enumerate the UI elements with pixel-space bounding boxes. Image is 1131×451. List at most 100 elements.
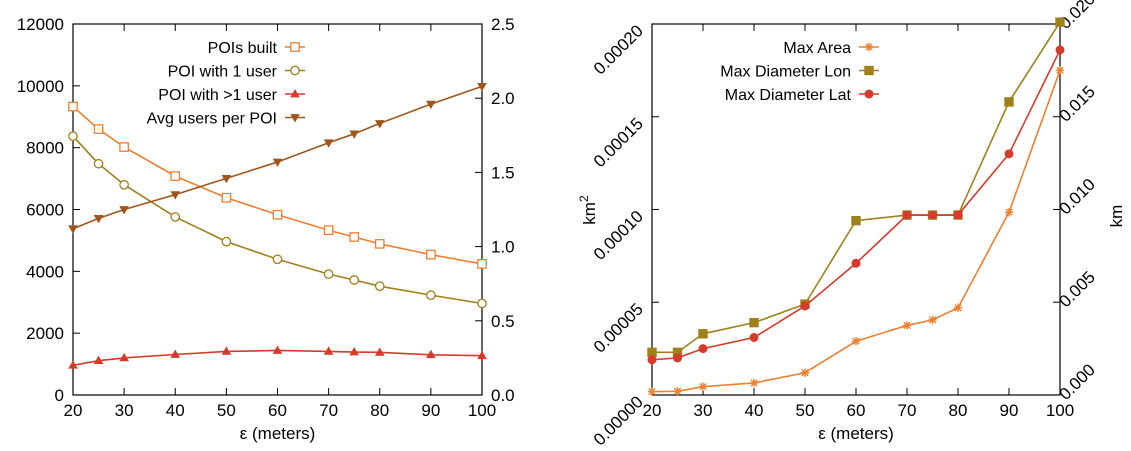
series-line (72, 85, 483, 230)
data-point (374, 120, 385, 129)
legend-marker (290, 42, 300, 52)
data-point (170, 212, 181, 222)
data-point (272, 254, 283, 265)
data-point (272, 345, 283, 354)
x-tick-label: 30 (694, 401, 713, 420)
legend-label: Max Area (783, 40, 851, 57)
x-tick-label: 40 (745, 401, 764, 420)
data-point (272, 209, 283, 220)
data-point (349, 275, 360, 285)
x-tick-label: 60 (268, 401, 287, 420)
x-tick-label: 20 (643, 401, 662, 420)
data-point (170, 349, 181, 358)
data-point (68, 360, 78, 369)
data-point (426, 249, 436, 260)
series-avg-users-per-poi (68, 82, 487, 234)
y-tick-label: 6000 (26, 201, 64, 220)
data-point (119, 352, 129, 362)
data-point (477, 350, 487, 360)
series-max-diameter-lat (647, 45, 1065, 365)
series-line (652, 21, 1061, 354)
data-point (68, 131, 78, 142)
x-tick-label: 100 (468, 401, 496, 420)
data-point (749, 332, 759, 342)
data-point (673, 353, 682, 363)
legend-label: POI with >1 user (158, 87, 277, 104)
data-point (221, 174, 232, 184)
data-point (93, 124, 104, 134)
y-tick-label: 0.00020 (590, 21, 647, 78)
data-point (1004, 208, 1014, 217)
data-point (349, 130, 359, 139)
legend-marker (290, 65, 300, 76)
data-point (349, 347, 359, 356)
y2-tick-label: 0.5 (491, 312, 515, 331)
legend-label: POIs built (208, 40, 278, 57)
y-tick-label: 0.00000 (590, 392, 647, 449)
data-point (698, 329, 708, 339)
y-tick-label: 0.00005 (590, 300, 647, 357)
data-point (426, 290, 436, 300)
y-axis-title-unit: km (580, 202, 599, 225)
data-point (374, 238, 385, 249)
x-tick-label: 30 (115, 401, 134, 420)
y2-tick-label: 2.0 (491, 89, 515, 108)
y-tick-label: 8000 (26, 139, 64, 158)
data-point (93, 215, 104, 224)
x-tick-label: 90 (421, 401, 440, 420)
data-point (477, 298, 487, 309)
legend-label: Max Diameter Lat (725, 87, 852, 104)
series-poi-with-1-user (68, 345, 487, 369)
y2-tick-label: 0.015 (1055, 82, 1099, 126)
x-tick-label: 50 (217, 401, 236, 420)
data-point (477, 259, 487, 269)
legend-marker (864, 42, 874, 52)
y2-tick-label: 0.000 (1055, 360, 1099, 404)
data-point (1055, 45, 1065, 55)
y2-axis-title: km (1107, 205, 1126, 228)
x-tick-label: 80 (370, 401, 389, 420)
y-axis-title: km2 (577, 195, 599, 225)
data-point (349, 232, 360, 242)
y-tick-label: 0.00015 (590, 114, 647, 171)
data-point (119, 179, 129, 190)
data-point (272, 158, 283, 168)
data-point (68, 225, 78, 234)
plot-frame (72, 23, 483, 396)
data-point (170, 191, 181, 200)
series-line (72, 105, 483, 265)
data-point (928, 210, 937, 220)
legend-marker (290, 89, 300, 98)
data-point (426, 349, 436, 359)
y2-tick-label: 0.010 (1055, 175, 1099, 219)
series-line (651, 49, 1061, 361)
y2-tick-label: 1.5 (491, 163, 515, 182)
data-point (698, 382, 708, 391)
data-point (1004, 149, 1014, 159)
data-point (323, 346, 334, 355)
x-tick-label: 100 (1046, 401, 1074, 420)
data-point (851, 258, 861, 268)
data-point (93, 355, 104, 365)
data-point (800, 368, 810, 377)
y-tick-label: 10000 (17, 77, 64, 96)
x-tick-label: 50 (796, 401, 815, 420)
data-point (1055, 66, 1065, 75)
series-pois-built (68, 101, 487, 269)
data-point (902, 210, 912, 220)
x-tick-label: 40 (166, 401, 185, 420)
y2-tick-label: 0.005 (1055, 268, 1099, 312)
x-tick-label: 60 (847, 401, 866, 420)
x-tick-label: 70 (319, 401, 338, 420)
data-point (800, 301, 810, 311)
data-point (1004, 97, 1014, 107)
y2-tick-label: 0.020 (1055, 0, 1099, 33)
series-max-area (647, 66, 1065, 396)
data-point (1055, 17, 1065, 27)
data-point (426, 100, 436, 110)
data-point (647, 387, 657, 396)
data-point (323, 139, 334, 148)
series-poi-with-1-user (68, 131, 487, 309)
data-point (323, 225, 334, 236)
